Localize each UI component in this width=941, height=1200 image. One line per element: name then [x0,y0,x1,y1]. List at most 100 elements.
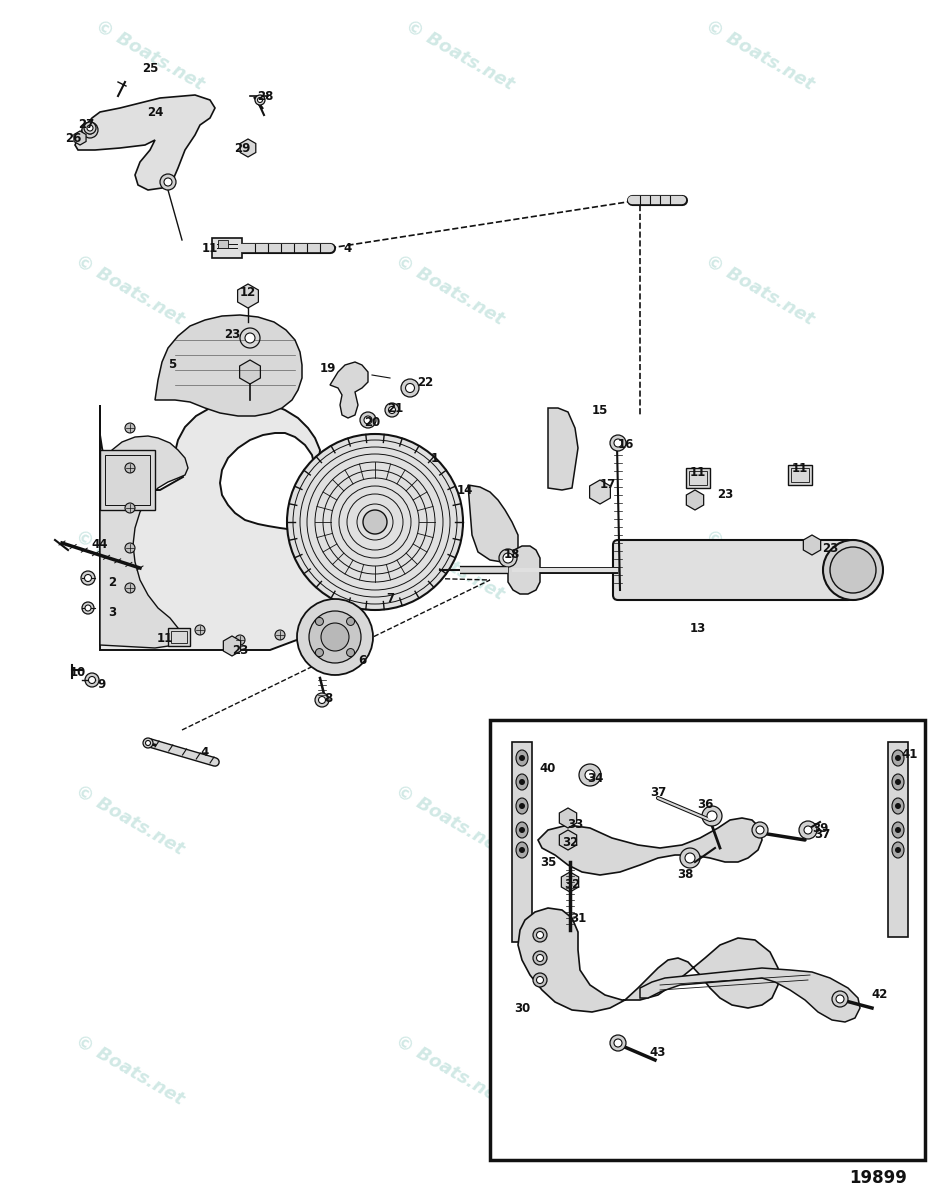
Circle shape [519,779,525,785]
Circle shape [533,928,547,942]
Text: 25: 25 [142,61,158,74]
Bar [490,720,925,1160]
Circle shape [87,125,93,131]
Circle shape [519,847,525,853]
Circle shape [82,122,98,138]
Text: © Boats.net: © Boats.net [72,781,187,858]
Circle shape [519,803,525,809]
Text: 40: 40 [540,762,556,774]
Circle shape [536,954,544,961]
Ellipse shape [892,822,904,838]
Circle shape [85,605,91,611]
Text: © Boats.net: © Boats.net [392,527,507,604]
Circle shape [519,755,525,761]
Circle shape [287,434,463,610]
Text: 19899: 19899 [849,1169,907,1187]
Bar [686,468,710,488]
Text: 6: 6 [358,654,366,666]
Text: 2: 2 [108,576,116,588]
Circle shape [346,618,355,625]
Text: 23: 23 [821,541,838,554]
Circle shape [389,407,395,414]
Polygon shape [559,808,577,828]
Text: © Boats.net: © Boats.net [392,781,507,858]
Text: 19: 19 [320,361,336,374]
Circle shape [536,931,544,938]
Circle shape [160,174,176,190]
Circle shape [84,122,96,134]
Text: 17: 17 [599,479,616,492]
Polygon shape [100,400,400,650]
Circle shape [836,995,844,1003]
FancyBboxPatch shape [613,540,853,600]
Circle shape [88,677,95,684]
Circle shape [146,740,151,745]
Text: © Boats.net: © Boats.net [403,17,518,94]
Text: 1: 1 [431,451,439,464]
Circle shape [685,853,695,863]
Text: © Boats.net: © Boats.net [702,781,818,858]
Bar [168,628,190,646]
Circle shape [258,97,263,102]
Circle shape [406,384,414,392]
Text: 28: 28 [257,90,273,102]
Text: 26: 26 [65,132,81,144]
Bar [788,464,812,485]
Text: 29: 29 [233,142,250,155]
Circle shape [895,803,901,809]
Circle shape [255,95,265,104]
Circle shape [125,422,135,433]
Circle shape [164,178,172,186]
Circle shape [360,412,376,428]
Polygon shape [74,131,86,145]
Circle shape [235,635,245,646]
Text: 20: 20 [364,415,380,428]
Text: 35: 35 [540,856,556,869]
Circle shape [680,848,700,868]
Text: 7: 7 [386,592,394,605]
Circle shape [499,550,517,566]
Circle shape [804,826,812,834]
Text: 12: 12 [240,286,256,299]
Bar [218,240,228,248]
Circle shape [85,575,91,582]
Circle shape [610,434,626,451]
Circle shape [799,821,817,839]
Ellipse shape [516,822,528,838]
Polygon shape [518,908,778,1012]
Text: © Boats.net: © Boats.net [392,1032,507,1109]
Text: 36: 36 [697,798,713,811]
Circle shape [125,503,135,514]
Polygon shape [155,314,302,416]
Polygon shape [686,490,704,510]
Text: 11: 11 [690,466,706,479]
Text: 27: 27 [78,119,94,132]
Circle shape [585,770,595,780]
Text: 34: 34 [587,772,603,785]
Text: 32: 32 [564,878,580,892]
Text: 11: 11 [202,241,218,254]
Circle shape [125,583,135,593]
Text: 23: 23 [224,329,240,342]
Ellipse shape [516,750,528,766]
Text: 9: 9 [98,678,106,691]
Circle shape [346,648,355,656]
Text: 43: 43 [650,1045,666,1058]
Text: © Boats.net: © Boats.net [702,252,818,329]
Text: © Boats.net: © Boats.net [702,527,818,604]
Circle shape [315,648,324,656]
Ellipse shape [516,798,528,814]
Text: 30: 30 [514,1002,530,1014]
Text: 18: 18 [503,548,520,562]
Ellipse shape [516,774,528,790]
Polygon shape [538,818,762,875]
Circle shape [533,973,547,986]
Circle shape [895,847,901,853]
Circle shape [125,463,135,473]
Circle shape [752,822,768,838]
Polygon shape [330,362,368,418]
Text: 41: 41 [901,749,918,762]
Circle shape [86,126,94,134]
Text: 32: 32 [562,836,578,850]
Polygon shape [640,968,860,1022]
